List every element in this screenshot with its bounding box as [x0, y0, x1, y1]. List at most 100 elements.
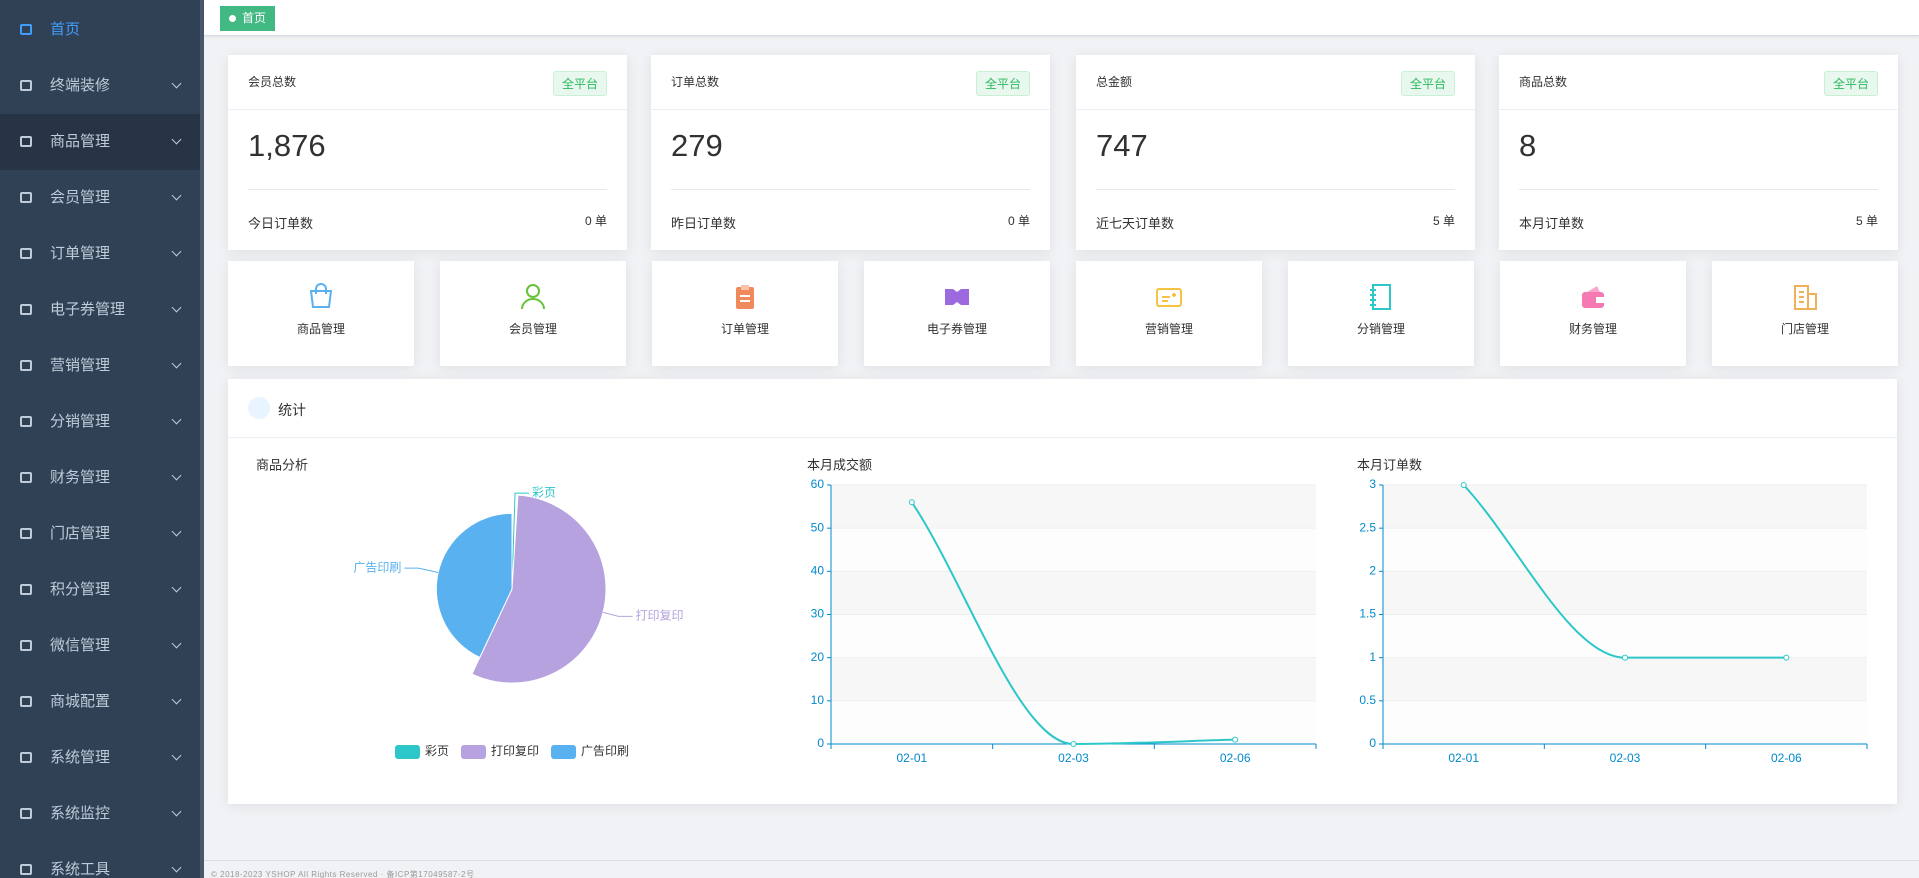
shortcut-tile[interactable]: 电子券管理	[864, 261, 1050, 366]
badge: 全平台	[975, 71, 1030, 96]
shortcut-label: 营销管理	[1144, 322, 1193, 336]
leader-line	[404, 567, 439, 573]
pie-slice	[471, 494, 607, 684]
stat-card: 会员总数 全平台 1,876 今日订单数 0 单	[228, 55, 627, 250]
sidebar-border	[200, 0, 204, 878]
stat-card: 商品总数 全平台 8 本月订单数 5 单	[1499, 55, 1898, 250]
shortcut-tile[interactable]: 营销管理	[1076, 261, 1262, 366]
split-area	[1383, 528, 1867, 572]
menu-icon	[20, 472, 32, 483]
shortcut-tile[interactable]: 财务管理	[1500, 261, 1686, 366]
menu-icon	[20, 808, 32, 819]
stat-value: 8	[1519, 128, 1537, 163]
divider	[1519, 189, 1878, 190]
y-tick-label: 2	[1369, 564, 1376, 578]
y-tick-label: 1	[1369, 650, 1376, 664]
menu-label: 系统监控	[50, 805, 111, 822]
menu-icon	[20, 696, 32, 707]
tag[interactable]: 首页	[220, 6, 275, 31]
menu-item[interactable]: 订单管理	[0, 226, 200, 282]
menu-icon	[20, 528, 32, 539]
stat-card: 订单总数 全平台 279 昨日订单数 0 单	[651, 55, 1050, 250]
menu-item[interactable]: 系统监控	[0, 786, 200, 842]
divider	[1076, 109, 1475, 110]
menu-icon	[20, 192, 32, 203]
menu-item[interactable]: 营销管理	[0, 338, 200, 394]
card-title: 总金额	[1096, 75, 1133, 89]
menu-item[interactable]: 商城配置	[0, 674, 200, 730]
menu-label: 营销管理	[50, 357, 111, 374]
y-tick-label: 60	[811, 477, 825, 491]
legend-label: 打印复印	[491, 744, 539, 758]
menu-item[interactable]: 积分管理	[0, 562, 200, 618]
menu-item[interactable]: 微信管理	[0, 618, 200, 674]
shortcut-label: 订单管理	[720, 322, 769, 336]
point	[1070, 741, 1077, 747]
slice-label: 广告印刷	[353, 560, 401, 574]
shortcut-tile[interactable]: 分销管理	[1288, 261, 1474, 366]
split-area	[1383, 657, 1867, 701]
menu-item[interactable]: 分销管理	[0, 394, 200, 450]
split-area	[831, 485, 1316, 529]
split-area	[831, 528, 1316, 572]
shortcut-tile[interactable]: 门店管理	[1712, 261, 1898, 366]
menu-icon	[20, 640, 32, 651]
menu-item[interactable]: 首页	[0, 2, 200, 58]
legend-label: 广告印刷	[581, 744, 629, 758]
menu-label: 订单管理	[50, 245, 111, 262]
menu-label: 首页	[50, 21, 81, 38]
menu-item[interactable]: 终端装修	[0, 58, 200, 114]
shortcut-tile[interactable]: 会员管理	[440, 261, 626, 366]
split-area	[831, 657, 1316, 701]
y-tick-label: 2.5	[1359, 520, 1376, 534]
menu-icon	[20, 752, 32, 763]
menu-item[interactable]: 电子券管理	[0, 282, 200, 338]
menu-label: 电子券管理	[50, 301, 126, 318]
menu-label: 积分管理	[50, 581, 111, 598]
menu-item[interactable]: 财务管理	[0, 450, 200, 506]
shortcut-icon	[1794, 285, 1817, 310]
stats-title: 统计	[278, 402, 306, 418]
stats-icon	[248, 397, 270, 419]
shortcut-icon	[1156, 288, 1182, 307]
x-tick-label: 02-06	[1220, 751, 1251, 765]
shortcut-label: 门店管理	[1780, 322, 1829, 336]
point	[1783, 654, 1790, 661]
slice-label: 彩页	[532, 485, 556, 499]
point	[1460, 482, 1467, 488]
menu-item[interactable]: 商品管理	[0, 114, 200, 170]
menu-icon	[20, 304, 32, 315]
shortcut-tile[interactable]: 商品管理	[228, 261, 414, 366]
menu-label: 系统工具	[50, 861, 111, 878]
footer-label: 近七天订单数	[1096, 216, 1175, 231]
split-area	[831, 700, 1316, 744]
footer-value: 0 单	[1007, 214, 1030, 228]
footer-label: 今日订单数	[248, 216, 314, 231]
legend-swatch	[460, 745, 486, 759]
menu-item[interactable]: 会员管理	[0, 170, 200, 226]
x-tick-label: 02-03	[1058, 751, 1089, 765]
shortcut-label: 财务管理	[1568, 322, 1617, 336]
y-tick-label: 20	[811, 650, 825, 664]
shortcut-label: 商品管理	[296, 322, 345, 336]
menu-item[interactable]: 门店管理	[0, 506, 200, 562]
split-area	[831, 571, 1316, 615]
y-tick-label: 50	[811, 520, 825, 534]
shortcut-tile[interactable]: 订单管理	[652, 261, 838, 366]
legend-swatch	[394, 745, 420, 759]
menu-item[interactable]: 系统工具	[0, 842, 200, 878]
y-tick-label: 10	[811, 693, 825, 707]
sidebar: 首页终端装修 商品管理会员管理订单管理电子券管理营销管理分销管理 财务管理 门店管理积…	[0, 0, 200, 878]
stat-value: 747	[1096, 128, 1148, 163]
badge: 全平台	[552, 71, 607, 96]
menu-icon	[20, 360, 32, 371]
menu-label: 会员管理	[50, 189, 111, 206]
y-tick-label: 0.5	[1359, 693, 1376, 707]
menu-label: 系统管理	[50, 749, 111, 766]
slice-label: 打印复印	[636, 609, 684, 623]
point	[1232, 736, 1239, 743]
shortcut-icon	[309, 283, 333, 308]
menu-item[interactable]: 系统管理	[0, 730, 200, 786]
chart-title: 本月成交额	[807, 457, 872, 472]
